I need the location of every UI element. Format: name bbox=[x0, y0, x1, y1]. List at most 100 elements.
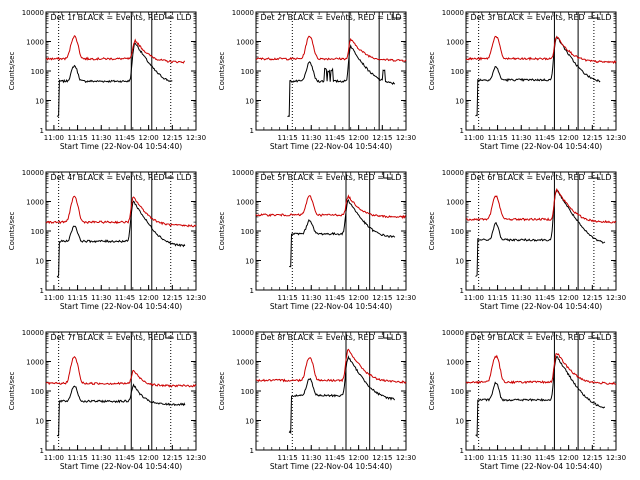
lld-series-line bbox=[45, 355, 197, 388]
x-axis-label: Start Time (22-Nov-04 10:54:40) bbox=[270, 302, 392, 311]
x-tick-label: 11:15 bbox=[67, 294, 87, 302]
lld-series-line bbox=[45, 195, 197, 228]
x-tick-label: 11:15 bbox=[487, 454, 507, 462]
x-axis-label: Start Time (22-Nov-04 10:54:40) bbox=[480, 302, 602, 311]
y-tick-label: 10 bbox=[245, 98, 254, 106]
detector-panel: Det 6f BLACK = Events, RED = LLD 1 10 100 10… bbox=[428, 169, 626, 311]
x-tick-label: 12:00 bbox=[139, 294, 159, 302]
x-tick-label: 12:15 bbox=[372, 454, 392, 462]
x-tick-label: 11:15 bbox=[277, 454, 297, 462]
y-tick-label: 1 bbox=[460, 287, 464, 295]
y-tick-label: 1 bbox=[460, 447, 464, 455]
x-axis-label: Start Time (22-Nov-04 10:54:40) bbox=[480, 462, 602, 471]
x-tick-label: 11:45 bbox=[325, 294, 345, 302]
lld-series-line bbox=[255, 35, 407, 62]
x-tick-label: 11:30 bbox=[511, 134, 531, 142]
x-tick-label: 12:30 bbox=[396, 134, 416, 142]
x-tick-label: 12:30 bbox=[606, 134, 626, 142]
y-tick-label: 100 bbox=[241, 68, 254, 76]
y-tick-label: 10000 bbox=[232, 329, 254, 337]
y-axis-label: Counts/sec bbox=[218, 372, 226, 411]
y-tick-label: 10 bbox=[35, 258, 44, 266]
x-tick-label: 11:30 bbox=[91, 294, 111, 302]
y-tick-label: 1 bbox=[250, 287, 254, 295]
y-tick-label: 100 bbox=[31, 68, 44, 76]
events-series-line bbox=[56, 383, 186, 437]
y-tick-label: 10 bbox=[455, 418, 464, 426]
y-tick-label: 10 bbox=[35, 418, 44, 426]
y-tick-label: 10000 bbox=[22, 329, 44, 337]
panel-title: Det 4f BLACK = Events, RED = LLD bbox=[50, 173, 191, 182]
panel-title: Det 9f BLACK = Events, RED = LLD bbox=[470, 333, 611, 342]
x-tick-label: 11:30 bbox=[301, 454, 321, 462]
x-tick-label: 12:15 bbox=[162, 134, 182, 142]
y-axis-label: Counts/sec bbox=[8, 212, 16, 251]
detector-panel: Det 1f BLACK = Events, RED = LLD 1 10 100 10… bbox=[8, 9, 206, 151]
events-series-line bbox=[289, 199, 396, 268]
y-tick-label: 100 bbox=[451, 228, 464, 236]
x-tick-label: 12:15 bbox=[372, 134, 392, 142]
x-tick-label: 12:00 bbox=[349, 134, 369, 142]
y-tick-label: 10 bbox=[245, 258, 254, 266]
x-tick-label: 12:30 bbox=[396, 454, 416, 462]
lld-series-line bbox=[465, 353, 617, 385]
x-tick-label: 11:15 bbox=[67, 454, 87, 462]
x-tick-label: 12:00 bbox=[559, 454, 579, 462]
detector-panel: Det 2f BLACK = Events, RED = LLD 1 10 100 10… bbox=[218, 9, 416, 151]
y-tick-label: 10000 bbox=[442, 329, 464, 337]
top-bracket-mark bbox=[591, 172, 601, 179]
panel-title: Det 1f BLACK = Events, RED = LLD bbox=[50, 13, 191, 22]
y-tick-label: 100 bbox=[451, 68, 464, 76]
x-tick-label: 11:00 bbox=[44, 294, 64, 302]
events-series-line bbox=[288, 355, 395, 435]
x-tick-label: 12:00 bbox=[559, 134, 579, 142]
events-series-line bbox=[475, 355, 606, 438]
y-tick-label: 100 bbox=[241, 228, 254, 236]
y-tick-label: 100 bbox=[451, 388, 464, 396]
y-tick-label: 10 bbox=[455, 98, 464, 106]
top-bracket-mark bbox=[383, 172, 392, 179]
y-tick-label: 100 bbox=[31, 228, 44, 236]
x-axis-label: Start Time (22-Nov-04 10:54:40) bbox=[60, 142, 182, 151]
top-bracket-mark bbox=[392, 12, 402, 19]
top-bracket-mark bbox=[383, 332, 392, 339]
events-series-line bbox=[287, 44, 396, 118]
x-tick-label: 12:30 bbox=[186, 454, 206, 462]
x-tick-label: 11:15 bbox=[487, 134, 507, 142]
x-tick-label: 12:00 bbox=[139, 454, 159, 462]
x-axis-label: Start Time (22-Nov-04 10:54:40) bbox=[270, 142, 392, 151]
y-tick-label: 1 bbox=[40, 447, 44, 455]
x-axis-label: Start Time (22-Nov-04 10:54:40) bbox=[60, 462, 182, 471]
y-tick-label: 10 bbox=[455, 258, 464, 266]
y-tick-label: 1000 bbox=[446, 39, 464, 47]
x-tick-label: 11:45 bbox=[535, 454, 555, 462]
x-tick-label: 11:45 bbox=[535, 294, 555, 302]
y-tick-label: 1000 bbox=[446, 359, 464, 367]
x-tick-label: 12:15 bbox=[582, 454, 602, 462]
x-tick-label: 12:15 bbox=[582, 294, 602, 302]
y-tick-label: 10000 bbox=[22, 169, 44, 177]
x-tick-label: 12:00 bbox=[349, 294, 369, 302]
x-tick-label: 11:30 bbox=[301, 294, 321, 302]
y-tick-label: 1000 bbox=[26, 39, 44, 47]
panel-title: Det 7f BLACK = Events, RED = LLD bbox=[50, 333, 191, 342]
x-tick-label: 11:15 bbox=[277, 294, 297, 302]
y-tick-label: 10000 bbox=[232, 169, 254, 177]
y-axis-label: Counts/sec bbox=[428, 52, 436, 91]
x-tick-label: 11:45 bbox=[325, 454, 345, 462]
x-tick-label: 11:00 bbox=[44, 134, 64, 142]
x-tick-label: 11:45 bbox=[535, 134, 555, 142]
panels-group: Det 1f BLACK = Events, RED = LLD 1 10 100 10… bbox=[8, 9, 626, 471]
lld-series-line bbox=[255, 194, 407, 220]
x-tick-label: 11:45 bbox=[325, 134, 345, 142]
events-series-line bbox=[56, 200, 186, 278]
y-tick-label: 1 bbox=[40, 127, 44, 135]
y-tick-label: 10000 bbox=[442, 9, 464, 17]
y-tick-label: 1000 bbox=[236, 39, 254, 47]
y-tick-label: 100 bbox=[241, 388, 254, 396]
y-tick-label: 100 bbox=[31, 388, 44, 396]
panel-title: Det 6f BLACK = Events, RED = LLD bbox=[470, 173, 611, 182]
x-tick-label: 12:15 bbox=[162, 294, 182, 302]
x-tick-label: 11:30 bbox=[301, 134, 321, 142]
x-tick-label: 12:15 bbox=[372, 294, 392, 302]
